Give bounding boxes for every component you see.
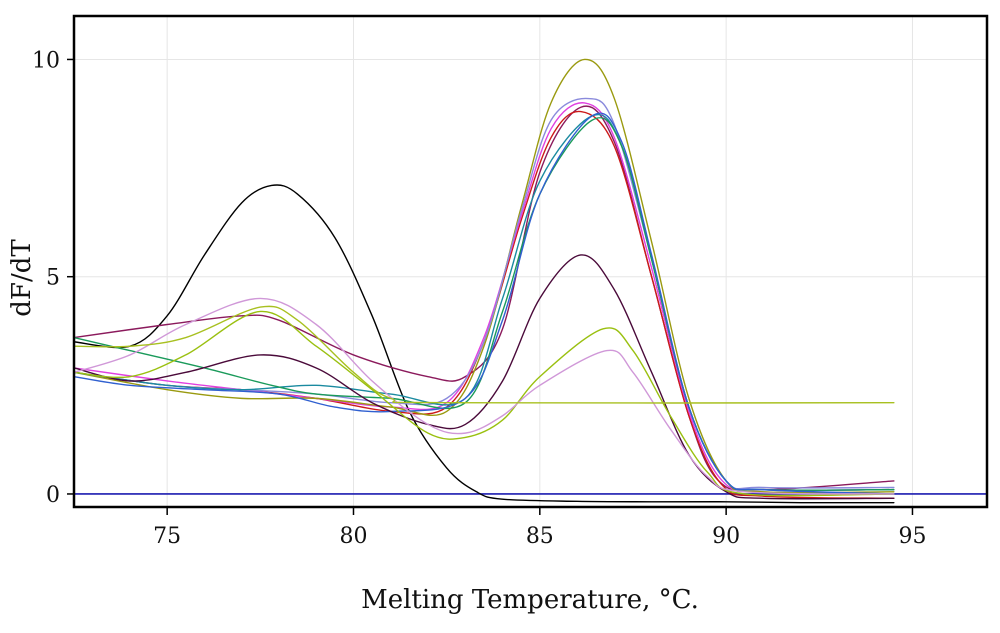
series-line-10 <box>73 254 895 500</box>
series-line-9 <box>73 112 895 495</box>
y-tick-label: 0 <box>46 483 60 508</box>
series-line-3 <box>73 110 895 500</box>
series-line-6 <box>73 97 895 490</box>
y-tick-label: 10 <box>32 48 60 73</box>
x-tick-label: 85 <box>526 524 554 549</box>
series-line-11 <box>73 310 895 497</box>
x-tick-label: 95 <box>898 524 926 549</box>
y-tick-label: 5 <box>46 266 60 291</box>
y-axis-ticks: 0 5 10 <box>32 48 74 508</box>
series-lines <box>73 58 895 504</box>
series-line-5 <box>73 58 895 494</box>
series-line-13 <box>73 305 895 404</box>
x-tick-label: 90 <box>712 524 740 549</box>
plot-frame <box>72 14 989 509</box>
x-tick-label: 75 <box>153 524 181 549</box>
y-axis-title: dF/dT <box>7 239 37 317</box>
x-axis-ticks: 75 80 85 90 95 <box>153 507 926 549</box>
series-line-8 <box>73 117 895 491</box>
x-tick-label: 80 <box>339 524 367 549</box>
grid <box>74 16 987 507</box>
x-axis-title: Melting Temperature, °C. <box>361 585 699 615</box>
series-line-7 <box>73 113 895 491</box>
series-line-1 <box>73 184 895 504</box>
series-line-12 <box>73 297 895 495</box>
